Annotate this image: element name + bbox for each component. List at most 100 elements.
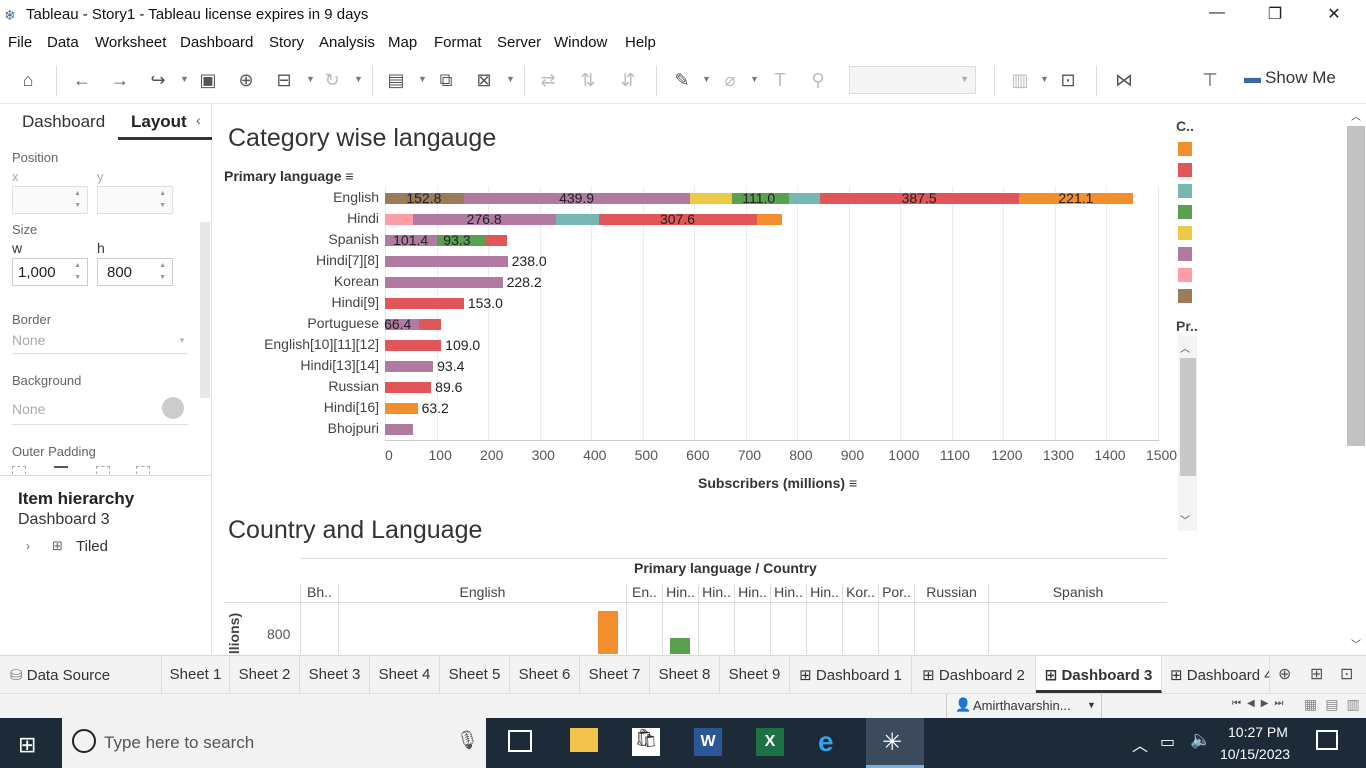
bar-segment[interactable] xyxy=(385,424,414,435)
sort-ascending-icon[interactable]: ⇅ xyxy=(580,70,596,90)
column-header[interactable]: Spanish xyxy=(988,584,1167,654)
column-bar[interactable] xyxy=(598,611,618,654)
category-label[interactable]: Russian xyxy=(328,378,379,394)
y-axis-header[interactable]: Primary language ≡ xyxy=(224,168,354,184)
tab-sheet-9[interactable]: Sheet 9 xyxy=(720,656,790,693)
category-label[interactable]: Hindi[7][8] xyxy=(315,252,379,268)
store-icon[interactable]: 🛍 xyxy=(632,728,660,756)
tab-sheet-3[interactable]: Sheet 3 xyxy=(300,656,370,693)
y-input[interactable]: ▲ ▼ xyxy=(97,186,173,214)
close-button[interactable]: ✕ xyxy=(1327,6,1341,23)
column-header[interactable]: Russian xyxy=(914,584,988,654)
column-header[interactable]: En.. xyxy=(626,584,662,654)
bar-segment[interactable] xyxy=(385,193,464,204)
bar-segment[interactable] xyxy=(385,361,434,372)
category-label[interactable]: Spanish xyxy=(328,231,379,247)
show-me-button[interactable]: ▬ Show Me xyxy=(1244,68,1336,87)
bar-segment[interactable] xyxy=(555,214,599,225)
legend-swatch[interactable] xyxy=(1178,247,1192,261)
legend2-scroll[interactable]: ︿ ﹀ xyxy=(1178,336,1197,531)
tab-sheet-5[interactable]: Sheet 5 xyxy=(440,656,510,693)
bar-segment[interactable] xyxy=(413,214,556,225)
menu-analysis[interactable]: Analysis xyxy=(319,34,375,51)
undo-icon[interactable]: ← xyxy=(73,70,91,90)
hierarchy-root[interactable]: Dashboard 3 xyxy=(18,511,110,528)
menu-dashboard[interactable]: Dashboard xyxy=(180,34,254,51)
new-worksheet-tab-icon[interactable]: ⊕ xyxy=(1278,666,1292,683)
menu-window[interactable]: Window xyxy=(554,34,608,51)
maximize-button[interactable]: ❐ xyxy=(1267,6,1283,23)
hierarchy-tiled[interactable]: Tiled xyxy=(76,538,108,555)
bar-segment[interactable] xyxy=(1019,193,1134,204)
tab-sheet-6[interactable]: Sheet 6 xyxy=(510,656,580,693)
menu-format[interactable]: Format xyxy=(434,34,482,51)
tab-dashboard-1[interactable]: ⊞ Dashboard 1 xyxy=(790,656,912,693)
y-axis-title[interactable]: illions) xyxy=(226,612,242,654)
new-story-tab-icon[interactable]: ⊡ xyxy=(1340,666,1354,683)
volume-icon[interactable]: 🔈 xyxy=(1190,730,1212,749)
tab-sheet-7[interactable]: Sheet 7 xyxy=(580,656,650,693)
tab-sheet-2[interactable]: Sheet 2 xyxy=(230,656,300,693)
swap-icon[interactable]: ⇄ xyxy=(540,70,556,90)
tab-sheet-1[interactable]: Sheet 1 xyxy=(162,656,230,693)
sheet-nav-icons[interactable]: ⏮◀▶⏭ xyxy=(1232,698,1290,709)
bar-segment[interactable] xyxy=(385,382,432,393)
expand-chevron-icon[interactable]: › xyxy=(26,539,30,553)
color-legend[interactable] xyxy=(1178,140,1194,310)
bar-segment[interactable] xyxy=(385,256,508,267)
bar-chart-1[interactable]: 0 100 200 300 400 500 600 700 800 900 1000 1100 1200… xyxy=(212,104,1212,504)
legend-swatch[interactable] xyxy=(1178,289,1192,303)
padding-icons[interactable] xyxy=(12,466,192,474)
menu-data[interactable]: Data xyxy=(47,34,79,51)
width-input[interactable]: 1,000 ▲ ▼ xyxy=(12,258,88,286)
bar-segment[interactable] xyxy=(437,235,486,246)
excel-icon[interactable]: X xyxy=(756,728,784,756)
chevron-up-icon[interactable]: ︿ xyxy=(1132,738,1149,755)
bar-segment[interactable] xyxy=(731,193,789,204)
group-icon[interactable]: ⌀ xyxy=(724,70,736,90)
highlight-icon[interactable]: ✎ xyxy=(674,70,690,90)
battery-icon[interactable]: ▭ xyxy=(1160,734,1176,751)
menu-worksheet[interactable]: Worksheet xyxy=(95,34,167,51)
bar-segment[interactable] xyxy=(757,214,782,225)
save-icon[interactable]: ▣ xyxy=(199,70,217,90)
category-label[interactable]: Korean xyxy=(333,273,379,289)
legend-swatch[interactable] xyxy=(1178,226,1192,240)
legend-swatch[interactable] xyxy=(1178,268,1192,282)
bar-segment[interactable] xyxy=(385,340,442,351)
category-label[interactable]: English[10][11][12] xyxy=(264,336,379,352)
column-header[interactable]: Hin.. xyxy=(662,584,698,654)
menu-server[interactable]: Server xyxy=(497,34,542,51)
pin-icon[interactable]: ⚲ xyxy=(811,70,825,90)
x-axis-title[interactable]: Subscribers (millions) ≡ xyxy=(698,475,858,491)
tab-sheet-8[interactable]: Sheet 8 xyxy=(650,656,720,693)
category-label[interactable]: Hindi xyxy=(347,210,379,226)
legend-swatch[interactable] xyxy=(1178,142,1192,156)
layout-panel-scrollbar[interactable] xyxy=(200,222,210,398)
taskbar-search[interactable]: Type here to search 🎙 xyxy=(62,718,486,768)
bar-segment[interactable] xyxy=(385,235,438,246)
edge-icon[interactable]: e xyxy=(818,726,834,757)
tab-layout[interactable]: Layout ‹ xyxy=(118,104,212,140)
bar-segment[interactable] xyxy=(385,298,464,309)
duplicate-icon[interactable]: ⧉ xyxy=(439,70,453,90)
x-input[interactable]: ▲ ▼ xyxy=(12,186,88,214)
legend-swatch[interactable] xyxy=(1178,184,1192,198)
tab-dashboard-4[interactable]: ⊞ Dashboard 4 xyxy=(1162,656,1270,693)
fit-dropdown[interactable]: ▼ xyxy=(849,66,976,94)
new-data-source-icon[interactable]: ⊕ xyxy=(238,70,254,90)
bar-chart-2[interactable]: Bh.. English En.. Hin.. Hin.. Hin.. Hin.. Hin..… xyxy=(212,558,1212,654)
refresh-icon[interactable]: ↻ xyxy=(324,70,340,90)
category-label[interactable]: Hindi[16] xyxy=(323,399,379,415)
home-icon[interactable]: ⌂ xyxy=(22,70,34,90)
share-icon[interactable]: ⋈ xyxy=(1115,70,1133,90)
bar-segment[interactable] xyxy=(385,214,414,225)
column-header[interactable]: Hin.. xyxy=(734,584,770,654)
tab-dashboard-3[interactable]: ⊞ Dashboard 3 xyxy=(1036,656,1162,693)
windows-start-icon[interactable]: ⊞ xyxy=(18,732,37,757)
tab-dashboard-2[interactable]: ⊞ Dashboard 2 xyxy=(912,656,1036,693)
height-input[interactable]: 800 ▲ ▼ xyxy=(97,258,173,286)
replay-icon[interactable]: ↪ xyxy=(150,70,166,90)
category-label[interactable]: English xyxy=(333,189,379,205)
column-bar[interactable] xyxy=(670,638,690,654)
